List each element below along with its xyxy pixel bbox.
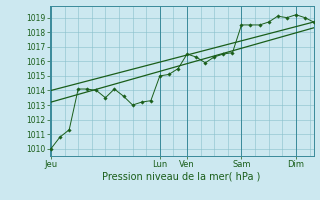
X-axis label: Pression niveau de la mer( hPa ): Pression niveau de la mer( hPa ) (102, 172, 261, 182)
